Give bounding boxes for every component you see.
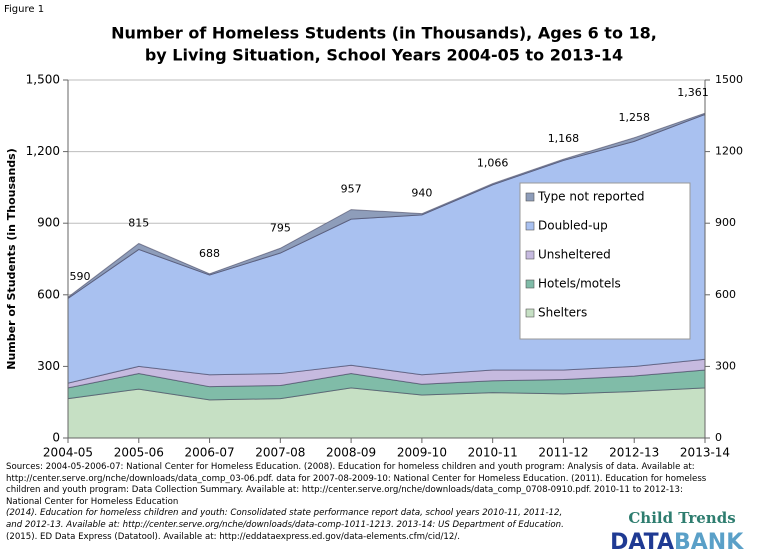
area (67, 387, 706, 439)
legend-swatch (525, 279, 535, 289)
legend-swatch (525, 221, 535, 231)
legend-swatch (525, 250, 535, 260)
figure-label: Figure 1 (4, 4, 44, 15)
x-tick-label: 2013-14 (680, 446, 730, 460)
y2-tick-label: 300 (715, 359, 736, 372)
x-tick-label: 2010-11 (468, 446, 518, 460)
x-tick-label: 2005-06 (114, 446, 164, 460)
legend-label: Doubled-up (538, 219, 608, 233)
total-label: 590 (70, 270, 91, 283)
total-label: 795 (270, 221, 291, 234)
total-label: 1,258 (618, 111, 650, 124)
y-tick-label: 600 (37, 287, 60, 301)
y-tick-label: 300 (37, 359, 60, 373)
chart: Figure 1 Number of Homeless Students (in… (4, 4, 743, 460)
x-tick-label: 2011-12 (538, 446, 588, 460)
legend-label: Hotels/motels (538, 277, 621, 291)
total-label: 1,361 (677, 86, 709, 99)
y2-tick-label: 600 (715, 288, 736, 301)
total-label: 688 (199, 247, 220, 260)
source-line: and 2012-13. Available at: http://center… (6, 519, 564, 530)
total-label: 1,066 (477, 157, 509, 170)
y-axis-label: Number of Students (in Thousands) (5, 148, 18, 370)
legend-label: Type not reported (537, 190, 645, 204)
y2-tick-label: 900 (715, 216, 736, 229)
total-label: 815 (128, 216, 149, 229)
legend-label: Shelters (538, 306, 587, 320)
y-tick-label: 1,200 (26, 144, 60, 158)
legend-swatch (525, 308, 535, 318)
source-notes: Sources: 2004-05-2006-07: National Cente… (6, 462, 746, 543)
logo-top: Child Trends (628, 509, 735, 527)
legend-box (519, 182, 691, 340)
total-label: 1,168 (548, 132, 580, 145)
logo-left: DATA (612, 530, 674, 555)
x-tick-label: 2006-07 (184, 446, 234, 460)
y-tick-label: 0 (52, 431, 60, 445)
source-line: Sources: 2004-05-2006-07: National Cente… (6, 462, 695, 472)
legend-label: Unsheltered (538, 248, 611, 262)
x-tick-label: 2004-05 (43, 446, 93, 460)
y2-tick-label: 0 (715, 431, 722, 444)
source-line: (2015). ED Data Express (Datatool). Avai… (6, 531, 460, 542)
logo-right: BANK (674, 530, 744, 555)
x-tick-label: 2008-09 (326, 446, 376, 460)
x-tick-label: 2009-10 (397, 446, 447, 460)
y2-tick-label: 1500 (715, 73, 743, 86)
source-line: children and youth program: Data Collect… (6, 485, 683, 496)
y2-tick-label: 1200 (715, 145, 743, 158)
legend-swatch (525, 192, 535, 202)
x-tick-label: 2012-13 (609, 446, 659, 460)
chart-title: by Living Situation, School Years 2004-0… (145, 46, 623, 65)
source-line: (2014). Education for homeless children … (6, 508, 563, 519)
y-tick-label: 900 (37, 216, 60, 230)
source-line: http://center.serve.org/nche/downloads/d… (6, 473, 707, 484)
source-line: National Center for Homeless Education (6, 496, 179, 507)
chart-title: Number of Homeless Students (in Thousand… (111, 24, 657, 43)
logo: Child Trends DATA BANK (612, 509, 744, 555)
total-label: 957 (341, 183, 362, 196)
total-label: 940 (411, 187, 432, 200)
y-tick-label: 1,500 (26, 73, 60, 87)
x-tick-label: 2007-08 (255, 446, 305, 460)
